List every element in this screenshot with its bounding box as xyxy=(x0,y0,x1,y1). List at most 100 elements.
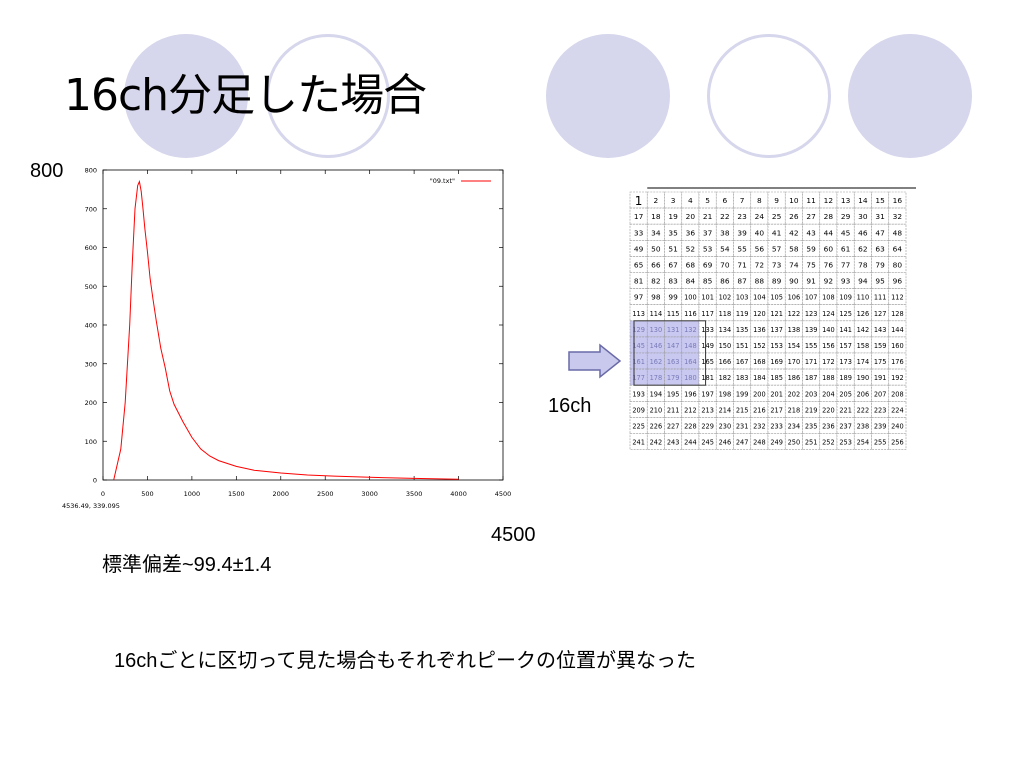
grid-cell xyxy=(888,368,907,386)
channel-number: 155 xyxy=(805,342,818,350)
y-top-label: 800 xyxy=(30,160,64,182)
channel-number: 101 xyxy=(701,294,714,302)
y-tick-label: 300 xyxy=(85,360,97,368)
channel-number: 23 xyxy=(737,212,747,221)
channel-number: 64 xyxy=(893,244,903,253)
channel-number: 233 xyxy=(770,422,783,430)
x-tick-label: 2000 xyxy=(273,490,290,498)
channel-number: 162 xyxy=(650,358,663,366)
channel-number: 149 xyxy=(701,342,714,350)
decor-circle-3 xyxy=(546,34,670,158)
channel-number: 133 xyxy=(701,326,714,334)
channel-number: 25 xyxy=(772,212,782,221)
grid-cell xyxy=(888,239,907,257)
channel-number: 13 xyxy=(841,196,851,205)
channel-number: 230 xyxy=(719,422,732,430)
channel-number: 192 xyxy=(891,374,904,382)
x-tick-label: 2500 xyxy=(317,490,334,498)
channel-number: 84 xyxy=(686,277,696,286)
channel-number: 255 xyxy=(874,439,887,447)
y-tick-label: 400 xyxy=(85,322,97,330)
channel-number: 22 xyxy=(720,212,729,221)
channel-number: 54 xyxy=(720,244,730,253)
channel-number: 195 xyxy=(667,390,680,398)
channel-number: 144 xyxy=(891,326,904,334)
x-tick-label: 500 xyxy=(141,490,153,498)
channel-number: 72 xyxy=(755,260,764,269)
channel-number: 202 xyxy=(788,390,801,398)
channel-number: 174 xyxy=(857,358,870,366)
grid-cell xyxy=(888,256,907,273)
channel-number: 6 xyxy=(723,196,728,205)
channel-number: 167 xyxy=(736,358,749,366)
channel-number: 166 xyxy=(719,358,732,366)
channel-number: 129 xyxy=(632,326,645,334)
channel-number: 196 xyxy=(684,390,697,398)
channel-number: 152 xyxy=(753,342,766,350)
channel-number: 67 xyxy=(668,260,678,269)
grid-cell xyxy=(888,401,907,418)
channel-number: 154 xyxy=(788,342,801,350)
y-tick-label: 200 xyxy=(85,399,97,407)
channel-number: 124 xyxy=(822,310,835,318)
channel-number: 137 xyxy=(770,326,783,334)
channel-number: 80 xyxy=(893,260,903,269)
channel-number: 210 xyxy=(650,406,663,414)
slide-title: 16ch分足した場合 xyxy=(64,70,427,121)
channel-number: 208 xyxy=(891,390,904,398)
channel-number: 205 xyxy=(839,390,852,398)
channel-number: 237 xyxy=(839,422,852,430)
channel-number: 131 xyxy=(667,326,680,334)
channel-number: 148 xyxy=(684,342,697,350)
channel-number: 8 xyxy=(757,196,762,205)
channel-number: 185 xyxy=(770,374,783,382)
channel-number: 30 xyxy=(858,212,868,221)
decor-circle-1 xyxy=(124,34,248,158)
decor-circle-4 xyxy=(707,34,831,158)
y-tick-label: 100 xyxy=(85,438,97,446)
channel-number: 21 xyxy=(703,212,713,221)
y-tick-label: 500 xyxy=(85,283,97,291)
channel-number: 203 xyxy=(805,390,818,398)
channel-number: 40 xyxy=(755,228,765,237)
channel-number: 171 xyxy=(805,358,818,366)
channel-number: 90 xyxy=(789,277,799,286)
channel-number: 89 xyxy=(772,277,782,286)
channel-number: 20 xyxy=(686,212,696,221)
channel-number: 225 xyxy=(632,422,645,430)
channel-number: 117 xyxy=(701,310,714,318)
channel-number: 95 xyxy=(875,277,885,286)
decor-circle-5 xyxy=(848,34,972,158)
channel-number: 184 xyxy=(753,374,766,382)
channel-number: 62 xyxy=(858,244,867,253)
channel-number: 223 xyxy=(874,406,887,414)
channel-number: 88 xyxy=(755,277,765,286)
right-arrow-icon xyxy=(568,343,622,379)
channel-number: 28 xyxy=(824,212,834,221)
channel-number: 214 xyxy=(719,406,732,414)
channel-number: 238 xyxy=(857,422,870,430)
channel-number: 179 xyxy=(667,374,680,382)
channel-number: 256 xyxy=(891,439,904,447)
grid-cell xyxy=(888,336,907,354)
grid-cell xyxy=(888,207,907,225)
grid-cell xyxy=(888,320,907,338)
channel-number: 217 xyxy=(770,406,783,414)
grid-cell xyxy=(888,433,907,450)
channel-number: 52 xyxy=(686,244,695,253)
channel-number: 147 xyxy=(667,342,680,350)
x-right-label: 4500 xyxy=(491,524,536,546)
channel-number: 99 xyxy=(668,293,678,302)
channel-number: 42 xyxy=(789,228,798,237)
channel-number: 219 xyxy=(805,406,818,414)
channel-number: 111 xyxy=(874,294,887,302)
channel-number: 92 xyxy=(824,277,833,286)
channel-number: 146 xyxy=(650,342,663,350)
channel-number: 65 xyxy=(634,260,644,269)
x-tick-label: 1000 xyxy=(184,490,201,498)
channel-number: 94 xyxy=(858,277,868,286)
channel-number: 110 xyxy=(857,294,870,302)
x-tick-label: 3500 xyxy=(406,490,423,498)
channel-number: 71 xyxy=(737,260,747,269)
channel-number: 45 xyxy=(841,228,851,237)
